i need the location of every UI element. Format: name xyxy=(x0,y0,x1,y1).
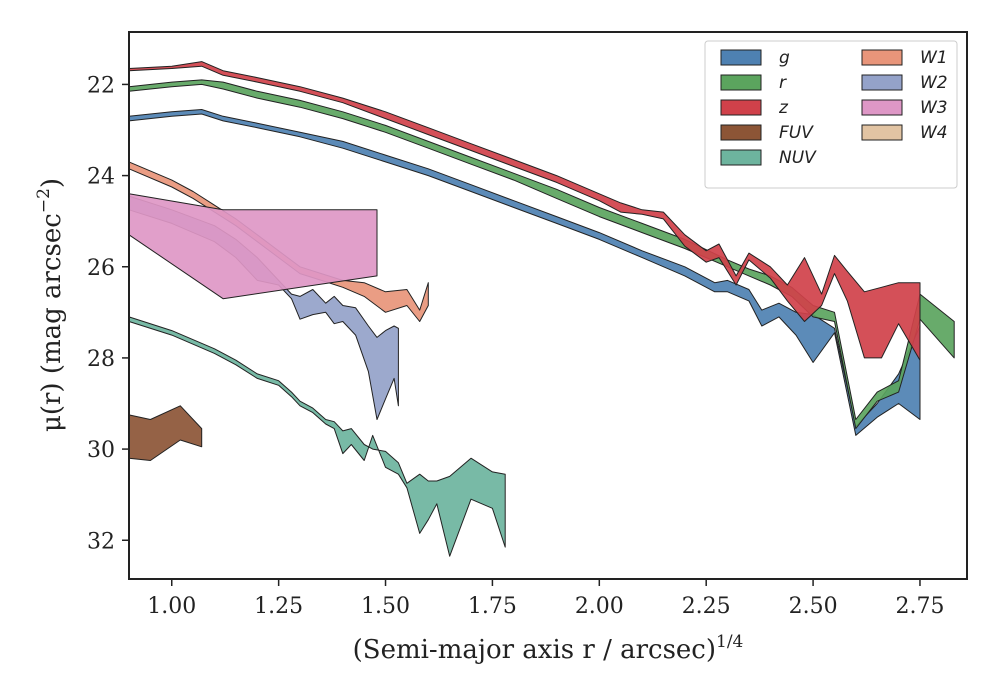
legend-label-z: z xyxy=(778,98,789,118)
legend-label-g: g xyxy=(779,48,790,68)
band-g xyxy=(128,109,921,436)
legend-swatch-fuv xyxy=(720,124,762,141)
bands-layer xyxy=(128,61,955,557)
x-tick-label: 1.75 xyxy=(468,594,517,619)
x-tick-label: 1.00 xyxy=(147,594,196,619)
band-z xyxy=(128,61,921,361)
legend-swatch-nuv xyxy=(720,149,762,166)
legend-swatch-w4 xyxy=(861,124,903,141)
band-r xyxy=(128,79,955,430)
legend-swatch-w2 xyxy=(861,74,903,91)
x-tick-label: 1.50 xyxy=(361,594,410,619)
legend-label-w3: W3 xyxy=(920,98,948,118)
band-nuv xyxy=(128,316,506,557)
x-tick-label: 2.50 xyxy=(789,594,838,619)
legend-label-w2: W2 xyxy=(920,73,948,93)
y-tick-label: 30 xyxy=(87,438,115,463)
legend-swatch-g xyxy=(720,49,762,66)
x-tick-label: 2.25 xyxy=(682,594,731,619)
y-axis-ticks: 22 24 26 28 30 32 xyxy=(87,73,129,554)
x-axis-label: (Semi-major axis r / arcsec)1/4 xyxy=(353,632,744,665)
x-tick-label: 1.25 xyxy=(254,594,303,619)
y-tick-label: 26 xyxy=(87,256,115,281)
plot-frame xyxy=(128,31,968,580)
legend-label-w1: W1 xyxy=(920,48,948,68)
legend-swatch-r xyxy=(720,74,762,91)
y-axis-label: μ(r) (mag arcsec−2) xyxy=(34,178,67,432)
x-tick-label: 2.75 xyxy=(895,594,944,619)
band-fuv xyxy=(128,405,203,461)
legend-label-nuv: NUV xyxy=(779,148,817,168)
legend-swatch-w3 xyxy=(861,99,903,116)
legend-swatch-z xyxy=(720,99,762,116)
legend-label-r: r xyxy=(779,73,787,93)
legend-swatch-w1 xyxy=(861,49,903,66)
legend: grz FUV NUV W1 W2 W3 W4 xyxy=(704,40,958,189)
x-tick-label: 2.00 xyxy=(575,594,624,619)
y-tick-label: 22 xyxy=(87,73,115,98)
legend-label-w4: W4 xyxy=(920,123,948,143)
y-tick-label: 24 xyxy=(87,165,115,190)
y-tick-label: 32 xyxy=(87,529,115,554)
legend-label-fuv: FUV xyxy=(779,123,814,143)
y-tick-label: 28 xyxy=(87,347,115,372)
x-axis-ticks: 1.00 1.25 1.50 1.75 2.00 2.25 2.50 2.75 xyxy=(147,579,944,619)
